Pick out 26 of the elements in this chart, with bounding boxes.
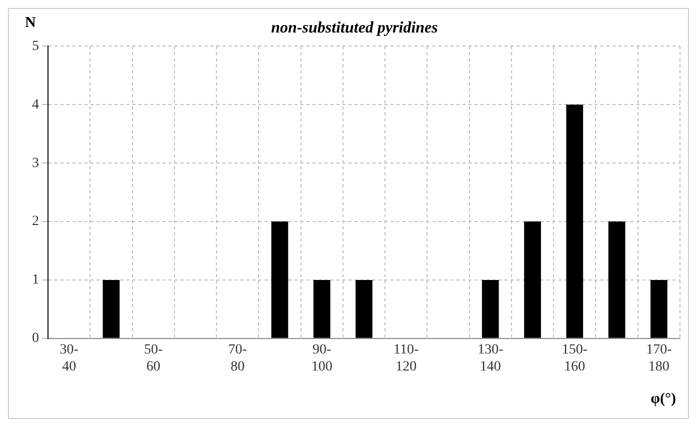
y-axis-title: N: [25, 15, 36, 32]
bar: [608, 222, 626, 338]
x-tick-label: 170-180: [646, 342, 672, 374]
y-tick-label: 3: [32, 156, 39, 171]
x-tick-label: 150-160: [562, 342, 588, 374]
bar: [356, 280, 372, 338]
bar: [271, 222, 288, 338]
x-tick-label: 110-120: [394, 342, 420, 374]
x-tick-label: 30-40: [60, 342, 79, 374]
y-tick-label: 4: [32, 97, 39, 112]
x-tick-label: 130-140: [478, 342, 504, 374]
bar: [566, 104, 584, 338]
x-tick-label: 90-100: [311, 342, 332, 374]
bar: [524, 222, 541, 338]
y-tick-label: 2: [32, 214, 39, 230]
x-axis-title: φ(°): [650, 391, 676, 408]
y-tick-label: 5: [32, 38, 39, 54]
x-tick-label: 50-60: [144, 342, 163, 374]
bar: [313, 280, 330, 338]
y-tick-label: 0: [32, 331, 39, 346]
x-tick-label: 70-80: [228, 342, 248, 374]
y-tick-label: 1: [32, 272, 39, 288]
bar: [482, 280, 499, 338]
bar: [102, 280, 120, 338]
chart-title: non-substituted pyridines: [271, 20, 438, 37]
bar: [650, 280, 668, 338]
